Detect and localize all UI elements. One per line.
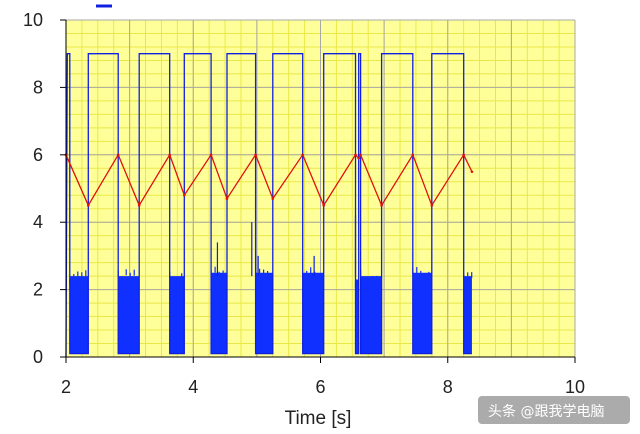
series-point bbox=[380, 204, 383, 207]
x-tick-label: 10 bbox=[565, 377, 585, 397]
x-tick-label: 8 bbox=[443, 377, 453, 397]
series-point bbox=[354, 153, 357, 157]
noise-band bbox=[302, 267, 324, 354]
noise-band bbox=[463, 272, 473, 354]
noise-band bbox=[210, 266, 227, 354]
noise-band-fill bbox=[69, 276, 89, 354]
noise-bands bbox=[69, 266, 473, 354]
y-tick-label: 4 bbox=[33, 212, 43, 232]
y-tick-label: 10 bbox=[23, 10, 43, 30]
series-point bbox=[168, 153, 172, 157]
x-axis-label: Time [s] bbox=[285, 408, 352, 429]
noise-band bbox=[412, 267, 432, 354]
noise-band bbox=[360, 270, 382, 354]
series-point bbox=[254, 153, 257, 157]
y-tick-label: 0 bbox=[33, 347, 43, 367]
noise-band bbox=[169, 271, 185, 354]
series-point bbox=[225, 197, 229, 200]
series-point bbox=[411, 153, 415, 157]
x-tick-label: 6 bbox=[315, 377, 325, 397]
series-point bbox=[462, 153, 465, 157]
series-point bbox=[301, 153, 304, 157]
series-line-2 bbox=[65, 153, 473, 207]
x-tick-label: 4 bbox=[188, 377, 198, 397]
series-point bbox=[86, 204, 90, 207]
series-point bbox=[209, 153, 213, 157]
noise-band-fill bbox=[118, 276, 140, 354]
series-point bbox=[322, 204, 325, 207]
noise-band-fill bbox=[463, 276, 472, 354]
series-point bbox=[359, 153, 362, 157]
noise-band-fill bbox=[169, 276, 185, 354]
noise-band bbox=[255, 268, 273, 354]
series-point bbox=[430, 204, 434, 207]
noise-band-fill bbox=[412, 272, 432, 354]
series-point bbox=[357, 156, 360, 160]
series-point bbox=[116, 153, 120, 157]
y-tick-label: 2 bbox=[33, 280, 43, 300]
noise-band-fill bbox=[355, 279, 359, 354]
watermark-bg bbox=[478, 396, 630, 424]
series-point bbox=[271, 197, 275, 200]
noise-band-fill bbox=[255, 272, 273, 354]
series-point bbox=[183, 193, 186, 197]
noise-band bbox=[117, 269, 140, 354]
x-tick-label: 2 bbox=[61, 377, 71, 397]
watermark: 头条 @跟我学电脑 bbox=[488, 403, 604, 420]
noise-band bbox=[69, 270, 89, 354]
noise-band-fill bbox=[360, 276, 382, 354]
noise-band-fill bbox=[211, 272, 227, 354]
series-layer bbox=[64, 53, 474, 358]
series-line-1 bbox=[65, 53, 472, 358]
series-point bbox=[137, 204, 141, 207]
series-point bbox=[470, 170, 474, 173]
y-tick-label: 6 bbox=[33, 145, 43, 165]
noise-band-fill bbox=[302, 272, 324, 354]
y-tick-label: 8 bbox=[33, 77, 43, 97]
